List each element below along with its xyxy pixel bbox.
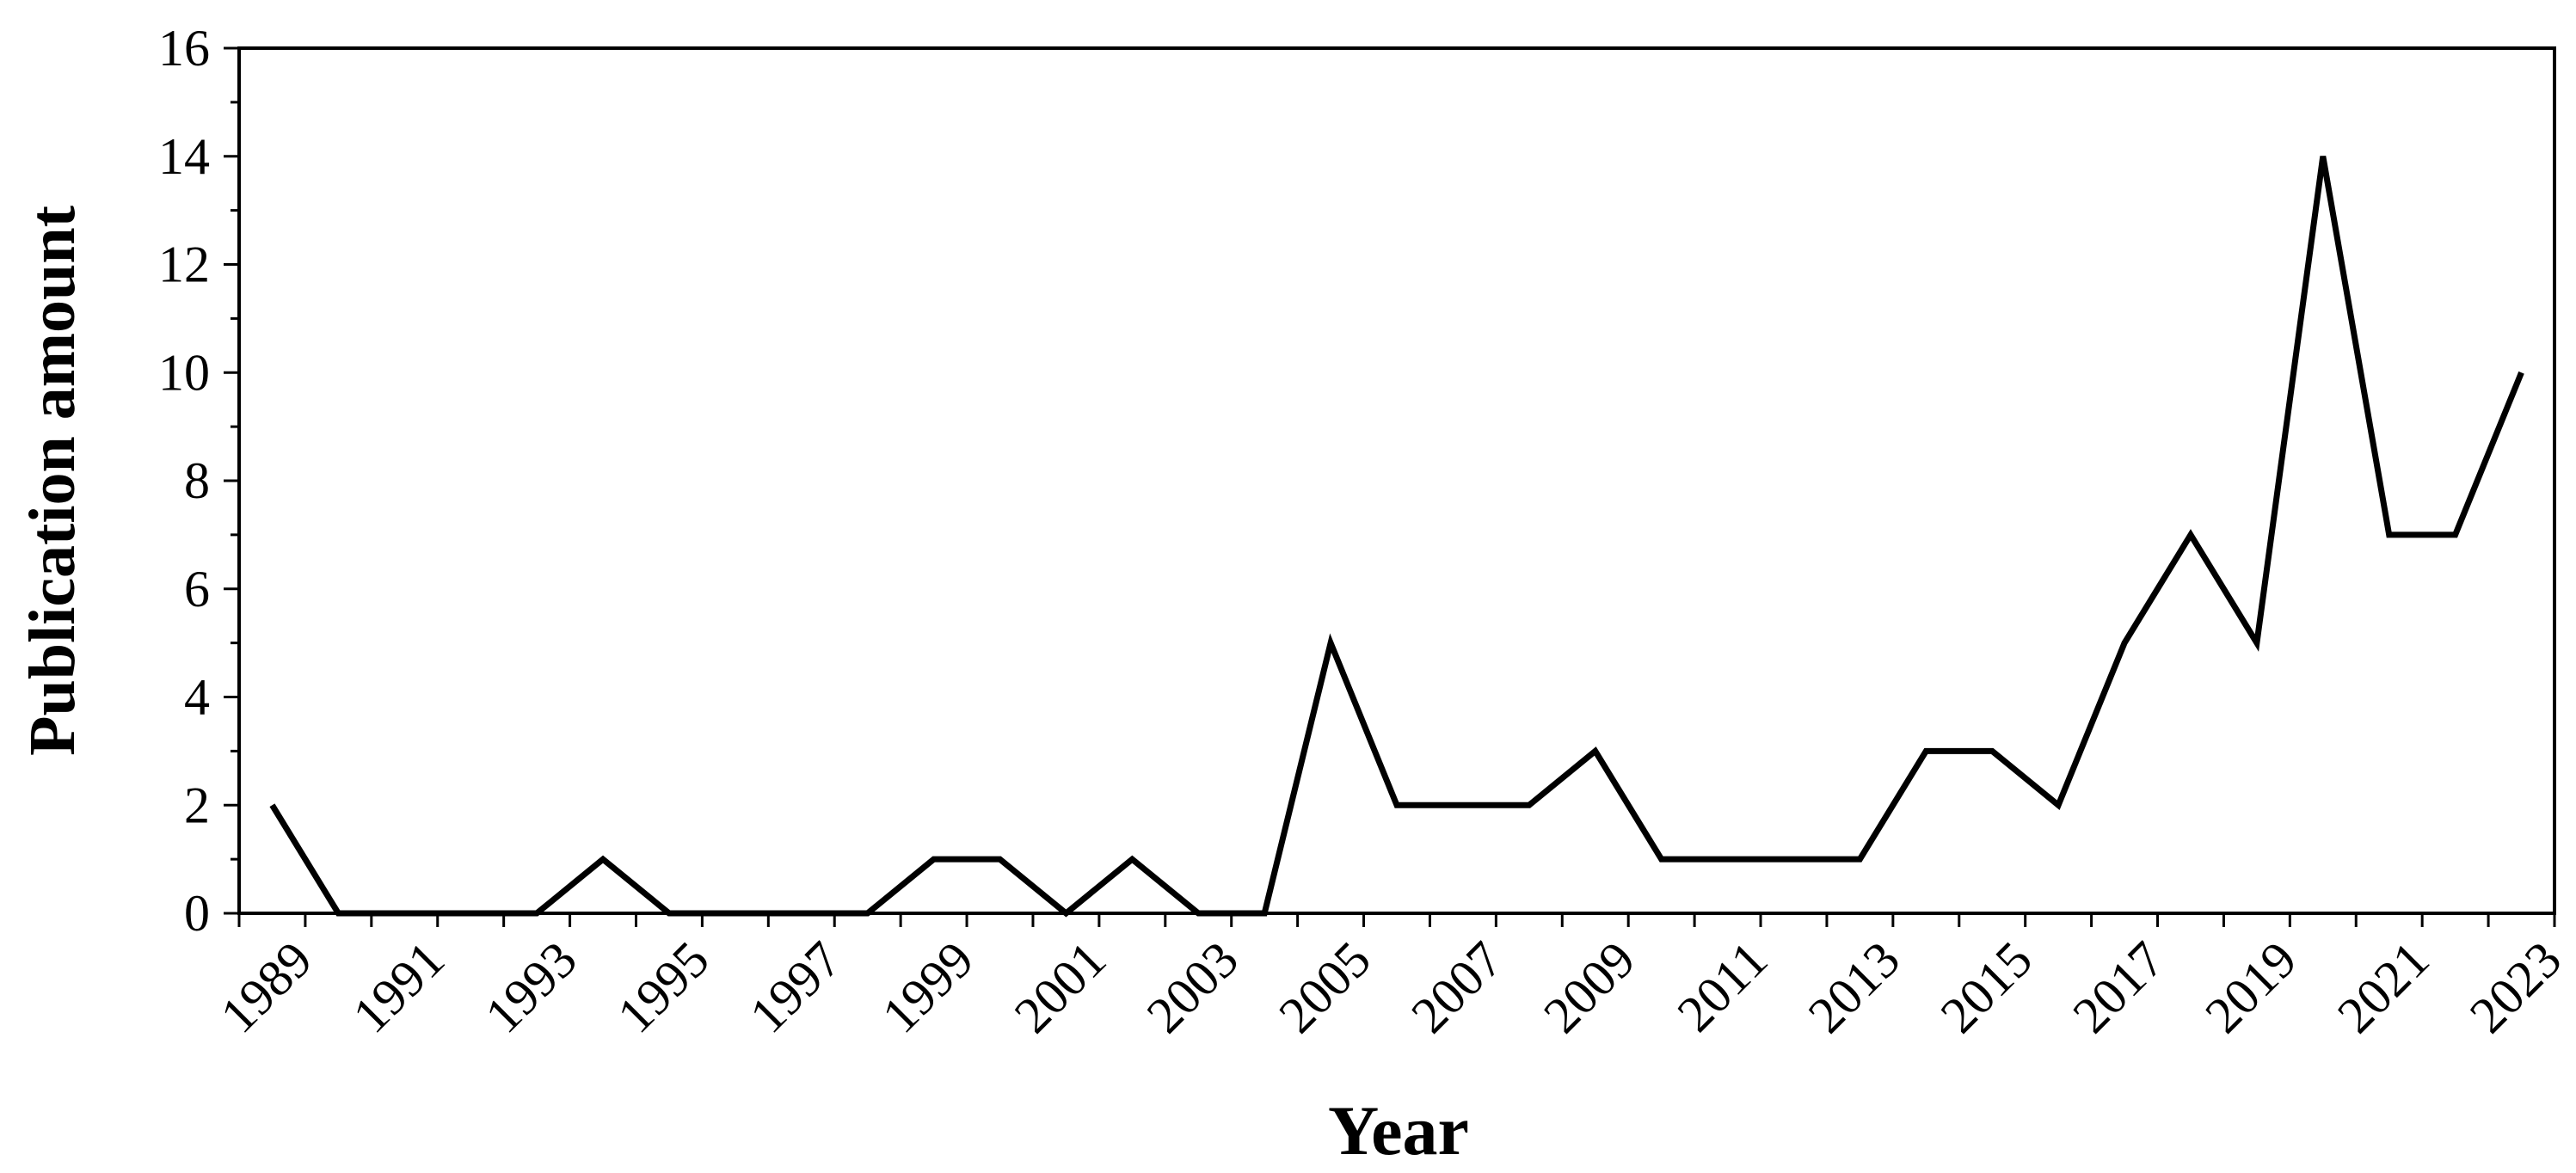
data-point (864, 910, 871, 917)
data-point (1592, 747, 1599, 754)
x-axis-ticks (237, 913, 2556, 927)
x-tick-label: 2001 (1004, 930, 1117, 1044)
data-point (2187, 531, 2194, 538)
data-point (467, 910, 474, 917)
y-axis-ticks (224, 46, 239, 915)
data-point (1856, 856, 1863, 863)
data-point (2121, 640, 2128, 647)
data-point (798, 910, 805, 917)
data-point (2518, 369, 2525, 376)
series-line (269, 156, 2524, 918)
data-point (1062, 910, 1069, 917)
data-point (1526, 801, 1533, 808)
x-tick-label: 2023 (2459, 930, 2573, 1044)
y-tick-label: 8 (184, 452, 210, 509)
x-tick-label: 2005 (1268, 930, 1381, 1044)
data-point (268, 801, 275, 808)
y-tick-label: 4 (184, 669, 210, 726)
data-point (1989, 747, 1995, 754)
data-point (1460, 801, 1466, 808)
data-point (666, 910, 673, 917)
data-point (1725, 856, 1731, 863)
x-tick-label: 1999 (871, 930, 985, 1044)
y-axis-tick-labels: 0 2 4 6 8 10 12 14 16 (158, 20, 210, 942)
data-points (268, 153, 2524, 917)
x-tick-label: 1993 (474, 930, 587, 1044)
data-point (599, 856, 606, 863)
series-layer (269, 156, 2524, 918)
data-point (533, 910, 540, 917)
y-tick-label: 0 (184, 885, 210, 942)
data-point (1658, 856, 1665, 863)
data-point (2452, 531, 2459, 538)
x-axis-title: Year (1328, 1091, 1469, 1170)
y-axis-title: Publication amount (16, 206, 89, 756)
x-tick-label: 1995 (606, 930, 720, 1044)
y-tick-label: 14 (158, 128, 210, 185)
x-tick-label: 2011 (1667, 930, 1779, 1042)
y-tick-label: 6 (184, 561, 210, 617)
data-point (732, 910, 739, 917)
plot-frame (237, 46, 2556, 915)
y-tick-label: 2 (184, 777, 210, 833)
x-tick-label: 2015 (1930, 930, 2044, 1044)
data-point (1790, 856, 1797, 863)
x-tick-label: 1997 (739, 930, 852, 1044)
data-point (1195, 910, 1202, 917)
x-tick-label: 2021 (2327, 930, 2440, 1044)
x-tick-label: 2003 (1136, 930, 1250, 1044)
x-axis-tick-labels: 1989 1991 1993 1995 1997 1999 2001 2003 2005 2007… (210, 930, 2573, 1044)
y-tick-label: 10 (158, 344, 210, 401)
data-point (401, 910, 408, 917)
x-tick-label: 2013 (1798, 930, 1911, 1044)
y-tick-label: 16 (158, 20, 210, 77)
x-tick-label: 1991 (342, 930, 456, 1044)
data-point (1128, 856, 1135, 863)
y-tick-label: 12 (158, 236, 210, 293)
data-point (931, 856, 938, 863)
data-point (997, 856, 1004, 863)
data-point (1261, 910, 1268, 917)
data-point (1327, 640, 1334, 647)
data-point (1393, 801, 1400, 808)
data-point (2320, 153, 2327, 160)
data-point (335, 910, 341, 917)
data-point (1922, 747, 1929, 754)
x-tick-label: 2017 (2062, 930, 2175, 1044)
x-tick-label: 2019 (2194, 930, 2308, 1044)
x-tick-label: 2009 (1533, 930, 1646, 1044)
x-tick-label: 1989 (210, 930, 323, 1044)
data-point (2386, 531, 2393, 538)
data-point (2055, 801, 2062, 808)
data-point (2253, 640, 2260, 647)
x-tick-label: 2007 (1400, 930, 1514, 1044)
